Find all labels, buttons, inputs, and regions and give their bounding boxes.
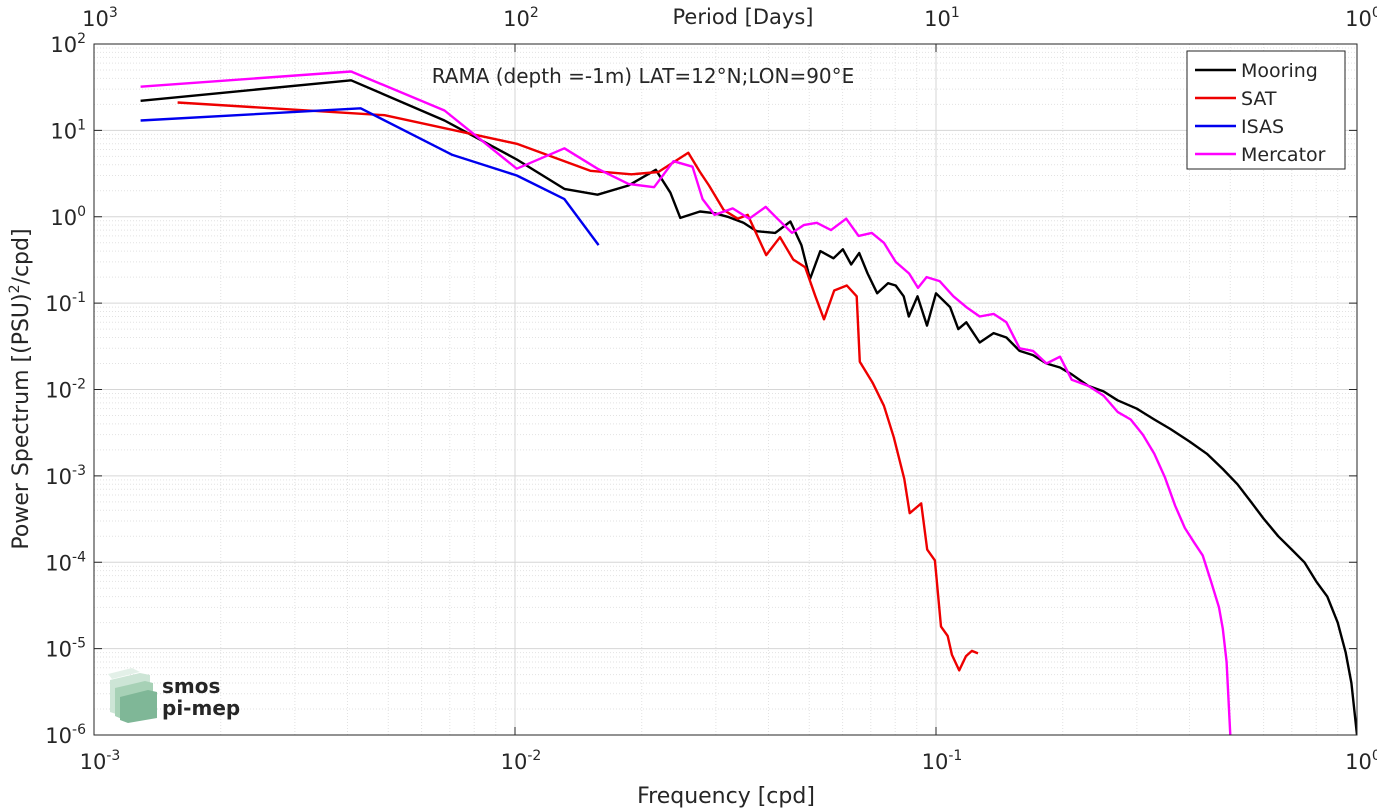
y-axis-label-main: Power Spectrum [(PSU) xyxy=(9,293,34,549)
x-axis-label: Frequency [cpd] xyxy=(637,784,815,809)
top-tick-label: 101 xyxy=(924,5,960,31)
grid xyxy=(93,43,1358,736)
y-tick-label: 10-5 xyxy=(45,636,86,662)
smos-pi-mep-logo: smos pi-mep xyxy=(108,668,240,723)
top-tick-label: 100 xyxy=(1345,5,1377,31)
logo-line-pi-mep: pi-mep xyxy=(162,696,240,720)
x-tick-label: 10-2 xyxy=(501,748,542,774)
chart-title: RAMA (depth =-1m) LAT=12°N;LON=90°E xyxy=(432,64,855,88)
series-line-mooring xyxy=(140,79,1357,735)
y-tick-label: 10-6 xyxy=(45,722,86,748)
x-tick-label: 100 xyxy=(1345,748,1377,774)
y-tick-label: 101 xyxy=(50,117,86,143)
legend-label-isas: ISAS xyxy=(1241,116,1284,138)
series-line-mercator xyxy=(140,70,1232,735)
y-tick-label: 10-4 xyxy=(45,549,86,575)
y-tick-label: 10-1 xyxy=(45,290,86,316)
y-axis-label-superscript: 2 xyxy=(7,284,23,293)
series-group xyxy=(140,70,1357,735)
legend-label-mercator: Mercator xyxy=(1241,144,1326,166)
legend-label-sat: SAT xyxy=(1241,88,1277,110)
top-tick-label: 103 xyxy=(82,5,118,31)
logo-line-smos: smos xyxy=(162,674,220,698)
series-line-isas xyxy=(140,107,600,246)
y-axis-label-tail: /cpd] xyxy=(9,228,34,284)
series-line-sat xyxy=(177,101,979,672)
y-tick-label: 100 xyxy=(50,204,86,230)
logo-emblem xyxy=(108,668,157,723)
y-tick-label: 10-3 xyxy=(45,463,86,489)
y-axis-label: Power Spectrum [(PSU)2/cpd] xyxy=(7,228,34,549)
x-tick-label: 10-1 xyxy=(922,748,963,774)
top-tick-label: 102 xyxy=(503,5,539,31)
legend: Mooring SAT ISAS Mercator xyxy=(1186,50,1346,170)
y-tick-label: 10-2 xyxy=(45,377,86,403)
top-axis-label: Period [Days] xyxy=(673,5,814,29)
x-tick-label: 10-3 xyxy=(80,748,121,774)
y-tick-label: 102 xyxy=(50,31,86,57)
legend-label-mooring: Mooring xyxy=(1241,60,1318,82)
